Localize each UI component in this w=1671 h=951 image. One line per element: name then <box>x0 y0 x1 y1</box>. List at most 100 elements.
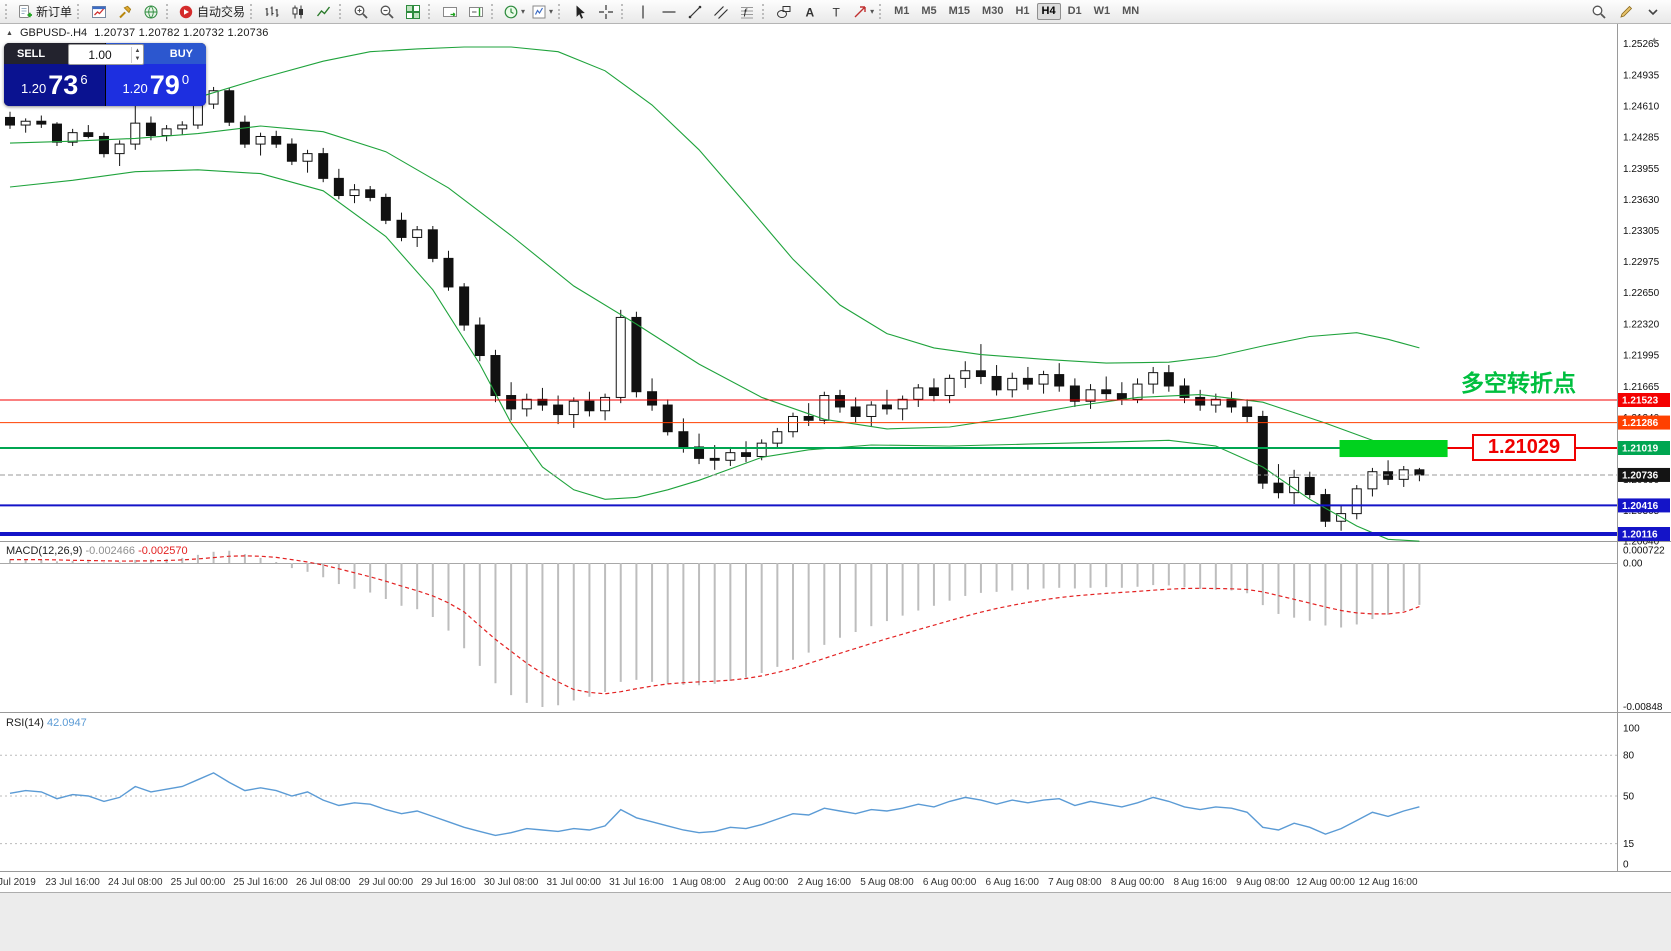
candle-bullish <box>615 316 626 398</box>
candle-bearish <box>1022 377 1033 385</box>
toolbar-group-handle[interactable] <box>250 4 256 19</box>
auto-scroll-button[interactable] <box>437 1 463 23</box>
buy-price-small: 1.20 <box>122 81 148 96</box>
candle-bullish <box>913 387 924 400</box>
price-callout-label[interactable]: 1.21029 <box>1472 434 1576 461</box>
candle-bearish <box>83 132 94 137</box>
volume-input[interactable]: 1.00 ▲ ▼ <box>68 44 144 65</box>
tf-m30[interactable]: M30 <box>982 5 1004 17</box>
candle-bullish <box>1367 471 1378 490</box>
turning-point-annotation[interactable]: 多空转折点 <box>1461 370 1576 396</box>
quick-edit-button[interactable] <box>1613 1 1639 23</box>
vertical-line-button[interactable] <box>630 1 656 23</box>
search-icon <box>1591 4 1607 20</box>
price-badge <box>1618 527 1670 541</box>
toolbar-group-handle[interactable] <box>5 4 11 19</box>
toolbar-group-handle[interactable] <box>762 4 768 19</box>
buy-price[interactable]: 1.20 79 0 <box>105 64 206 106</box>
text-button[interactable]: A <box>797 1 823 23</box>
candle-bearish <box>286 143 297 162</box>
zoom-out-button[interactable] <box>374 1 400 23</box>
arrows-button[interactable]: ▾ <box>849 1 877 23</box>
candle-bullish <box>114 143 125 155</box>
price-tick-label: 1.22650 <box>1623 288 1660 299</box>
sell-price[interactable]: 1.20 73 6 <box>4 64 105 106</box>
time-axis-label: 29 Jul 16:00 <box>421 877 476 888</box>
horizontal-line-button[interactable] <box>656 1 682 23</box>
crosshair-button[interactable] <box>593 1 619 23</box>
toolbar-overflow-button[interactable] <box>1640 1 1666 23</box>
bollinger-lower-band <box>9 169 1420 542</box>
fibonacci-button[interactable]: f <box>734 1 760 23</box>
one-click-trading-panel: SELL 1.20 73 6 BUY 1.20 79 0 1.00 ▲ ▼ <box>4 43 206 106</box>
toolbar-group-handle[interactable] <box>558 4 564 19</box>
channel-button[interactable] <box>708 1 734 23</box>
line-chart-button[interactable] <box>311 1 337 23</box>
toolbar-group-handle[interactable] <box>879 4 885 19</box>
cursor-button[interactable] <box>567 1 593 23</box>
history-center-button[interactable] <box>112 1 138 23</box>
spinner-up-icon[interactable]: ▲ <box>134 47 141 54</box>
candle-bullish <box>1085 389 1096 402</box>
candle-bullish <box>521 398 532 410</box>
search-button[interactable] <box>1586 1 1612 23</box>
zoom-in-button[interactable] <box>348 1 374 23</box>
chart-window[interactable]: 1.25265 1.24935 1.24610 1.24285 1.23955 1.236… <box>0 24 1671 892</box>
candle-bullish <box>208 90 219 105</box>
tf-d1[interactable]: D1 <box>1067 5 1082 17</box>
buy-side[interactable]: BUY 1.20 79 0 <box>105 43 206 106</box>
spinner-down-icon[interactable]: ▼ <box>134 55 141 62</box>
candle-bearish <box>145 122 156 137</box>
candle-bearish <box>474 324 485 357</box>
trade-panel-toggle-icon[interactable]: ▲ <box>6 29 13 37</box>
chevron-down-icon[interactable]: ▾ <box>549 7 554 16</box>
autotrading-button[interactable]: 自动交易 <box>175 1 248 23</box>
candle-bullish <box>1351 488 1362 515</box>
candle-bearish <box>647 391 658 406</box>
shapes-button[interactable] <box>771 1 797 23</box>
tf-w1[interactable]: W1 <box>1093 5 1111 17</box>
candle-bearish <box>1383 471 1394 480</box>
chart-canvas[interactable]: 1.25265 1.24935 1.24610 1.24285 1.23955 1.236… <box>0 24 1671 892</box>
toolbar-group-handle[interactable] <box>621 4 627 19</box>
text-icon: A <box>802 4 818 20</box>
candle-bearish <box>427 229 438 259</box>
chevron-down-icon[interactable]: ▾ <box>870 7 875 16</box>
tf-h1[interactable]: H1 <box>1015 5 1030 17</box>
candle-bullish <box>1007 377 1018 391</box>
tf-m15[interactable]: M15 <box>948 5 971 17</box>
line-chart-icon <box>316 4 332 20</box>
periods-button[interactable]: ▾ <box>500 1 528 23</box>
templates-button[interactable]: ▾ <box>528 1 556 23</box>
tf-m5[interactable]: M5 <box>921 5 937 17</box>
chart-shift-button[interactable] <box>463 1 489 23</box>
new-order-button[interactable]: 新订单 <box>14 1 75 23</box>
candle-bullish <box>756 442 767 457</box>
label-button[interactable]: T <box>823 1 849 23</box>
chevron-down-icon[interactable]: ▾ <box>521 7 526 16</box>
time-axis-label: 6 Aug 00:00 <box>923 877 977 888</box>
volume-spinner[interactable]: ▲ ▼ <box>131 46 143 63</box>
trendline-button[interactable] <box>682 1 708 23</box>
price-tick-label: 1.22320 <box>1623 320 1660 331</box>
tf-mn[interactable]: MN <box>1122 5 1140 17</box>
green-zone-rect[interactable] <box>1339 440 1448 458</box>
scroll-up-marker: ▴ <box>1652 34 1657 44</box>
toolbar-group-handle[interactable] <box>428 4 434 19</box>
tile-windows-button[interactable] <box>400 1 426 23</box>
candlestick-chart-button[interactable] <box>285 1 311 23</box>
toolbar-group-handle[interactable] <box>166 4 172 19</box>
fibonacci-icon: f <box>739 4 755 20</box>
tf-m1[interactable]: M1 <box>894 5 910 17</box>
bar-chart-button[interactable] <box>259 1 285 23</box>
toolbar-group-handle[interactable] <box>491 4 497 19</box>
candle-bearish <box>459 286 470 326</box>
navigator-button[interactable] <box>138 1 164 23</box>
periods-icon <box>503 4 519 20</box>
macd-panel: 0.000722 0.00 -0.00848 <box>0 546 1665 713</box>
toolbar-group-handle[interactable] <box>77 4 83 19</box>
symbol-title: GBPUSD-.H4 <box>19 27 88 39</box>
tf-h4[interactable]: H4 <box>1036 3 1061 20</box>
toolbar-group-handle[interactable] <box>339 4 345 19</box>
chart-window-button[interactable] <box>86 1 112 23</box>
